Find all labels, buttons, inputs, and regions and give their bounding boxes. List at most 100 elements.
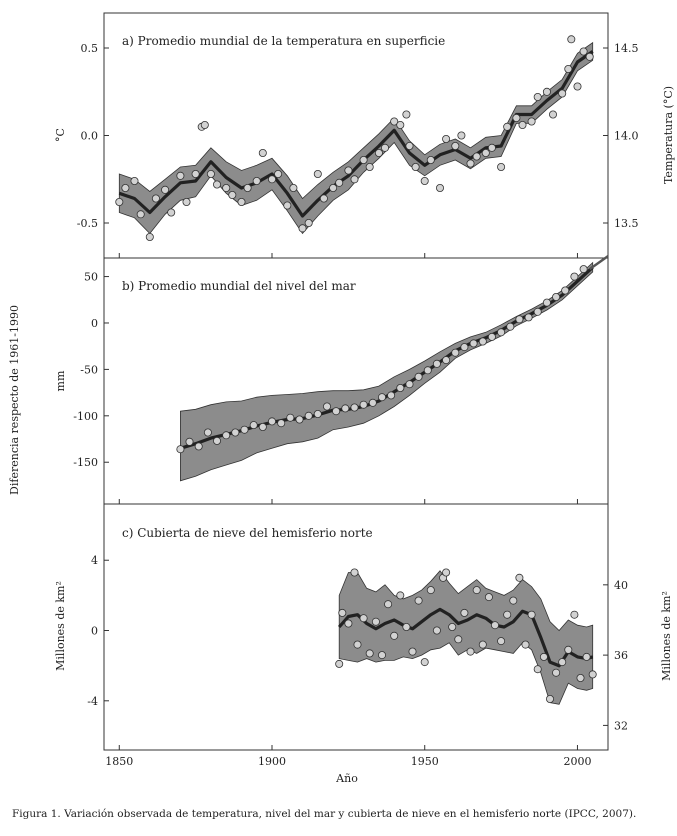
panel-b-data-point [258,422,267,431]
panel-a-y2tick-label: 13.5 [614,217,639,230]
panel-a-data-point [212,180,221,189]
panel-c-data-point [564,645,573,654]
panel-c-data-point [350,568,359,577]
xtick-label: 1850 [105,755,133,768]
panel-a-data-point [564,65,573,74]
panel-a-data-point [558,89,567,98]
panel-b-data-point [341,404,350,413]
panel-a-data-point [466,159,475,168]
panel-c-data-point [353,640,362,649]
panel-c-data-point [509,596,518,605]
panel-a-data-point [252,176,261,185]
panel-a-data-point [115,197,124,206]
panel-a-data-point [304,218,313,227]
panel-a-data-point [344,166,353,175]
figure-caption: Figura 1. Variación observada de tempera… [12,808,637,820]
panel-b-data-point [469,339,478,348]
panel-c-data-point [442,568,451,577]
panel-c-data-point [484,593,493,602]
panel-c-title: c) Cubierta de nieve del hemisferio nort… [122,526,373,540]
panel-b-data-point [222,431,231,440]
panel-a-data-point [298,224,307,233]
panel-b-title: b) Promedio mundial del nivel del mar [122,279,356,293]
panel-a-data-point [182,197,191,206]
panel-b-data-point [460,343,469,352]
panel-c-uncertainty-band [338,570,594,705]
panel-a-data-point [512,114,521,123]
panel-a-data-point [243,183,252,192]
panel-b-data-point [377,393,386,402]
panel-a-data-point [365,162,374,171]
panel-a-data-point [573,82,582,91]
panel-a-data-point [136,210,145,219]
panel-a-y2tick-label: 14.5 [614,42,639,55]
panel-c-data-point [390,631,399,640]
panel-b-data-point [194,442,203,451]
panel-b-data-point [506,322,515,331]
panel-c-smoothed-line [337,607,594,668]
panel-b-data-point [313,409,322,418]
panel-c-data-point [338,608,347,617]
panel-a-data-point [426,155,435,164]
panel-a-content [115,35,594,241]
panel-a-y2label: Temperatura (°C) [662,86,675,184]
panel-a-data-point [435,183,444,192]
panel-b-data-point [451,348,460,357]
panel-c-data-point [414,596,423,605]
panel-c-data-point [432,626,441,635]
panel-a-data-point [121,183,130,192]
panel-c-y2tick-label: 32 [614,719,628,732]
panel-c-data-point [365,649,374,658]
panel-c-data-point [503,610,512,619]
panel-a-data-point [396,121,405,130]
panel-b-data-point [286,413,295,422]
panel-c-data-point [588,670,597,679]
panel-a-data-point [145,232,154,241]
panel-b-data-point [524,313,533,322]
panel-c-y2tick-label: 36 [614,649,628,662]
panel-b-trend-extension [588,255,608,271]
panel-c-data-point [384,600,393,609]
panel-a-data-point [206,169,215,178]
panel-b-data-point [542,298,551,307]
panel-b-data-point [423,366,432,375]
panel-b-ytick-label: 50 [84,271,98,284]
panel-a-data-point [258,148,267,157]
panel-b-data-point [359,400,368,409]
panel-c-frame [103,503,609,751]
panel-c-ylabel: Millones de km² [54,581,67,671]
xtick-label: 1950 [411,755,439,768]
panel-c-ytick-label: 4 [91,554,98,567]
panel-a-data-point [167,208,176,217]
panel-c-data-point [558,658,567,667]
panel-c-data-point [546,695,555,704]
panel-a-data-point [451,141,460,150]
panel-a-data-point [420,176,429,185]
panel-a-y2tick-label: 14.0 [614,130,639,143]
panel-b-data-point [350,403,359,412]
panel-b-ytick-label: -100 [73,410,98,423]
panel-a-data-point [151,194,160,203]
panel-c-y2tick-label: 40 [614,579,628,592]
panel-a-data-point [402,110,411,119]
panel-c-data-point [371,617,380,626]
panel-a-data-point [472,152,481,161]
panel-a-data-point [350,175,359,184]
panel-b-data-point [212,436,221,445]
panel-c-data-point [521,640,530,649]
panel-a-ytick-label: 0.0 [81,130,99,143]
panel-a-data-point [549,110,558,119]
panel-a-data-point [542,87,551,96]
panel-c-ytick-label: -4 [87,695,98,708]
panel-b-data-point [231,428,240,437]
panel-b-data-point [579,265,588,274]
panel-b-data-point [442,356,451,365]
panel-b-data-point [277,419,286,428]
panel-a-data-point [130,176,139,185]
panel-b-data-point [432,359,441,368]
panel-b-content [176,255,608,482]
panel-c-data-point [533,665,542,674]
panel-c-data-point [448,623,457,632]
panel-a-data-point [283,201,292,210]
